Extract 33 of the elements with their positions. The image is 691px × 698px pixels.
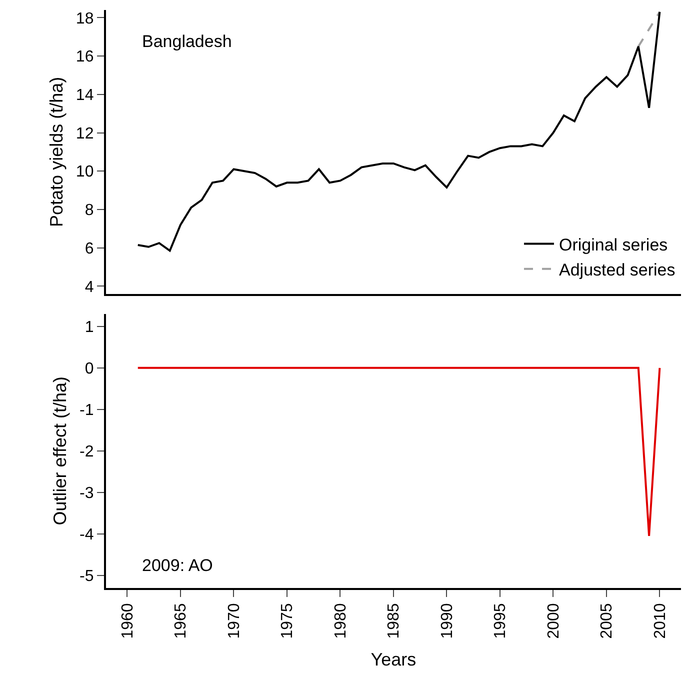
x-tick-label: 2010 xyxy=(652,603,669,639)
y-axis-title: Potato yields (t/ha) xyxy=(46,76,67,227)
y-tick-label: -3 xyxy=(79,484,94,502)
y-tick-label: -5 xyxy=(79,568,94,585)
y-tick-label: 1 xyxy=(84,318,94,336)
annotation: Bangladesh xyxy=(142,32,232,51)
y-tick-label: 10 xyxy=(76,164,94,181)
x-tick-label: 1960 xyxy=(119,603,136,639)
x-axis-title: Years xyxy=(370,649,416,670)
y-tick-label: 14 xyxy=(76,87,94,104)
y-tick-label: -2 xyxy=(79,443,94,460)
annotation: 2009: AO xyxy=(142,556,213,575)
y-tick-label: 4 xyxy=(84,278,94,296)
x-tick-label: 2000 xyxy=(545,603,562,639)
x-tick-label: 1970 xyxy=(226,603,243,639)
x-tick-label: 1980 xyxy=(332,603,350,639)
legend-label: Original series xyxy=(559,235,668,254)
x-tick-label: 1965 xyxy=(172,603,190,639)
x-tick-label: 1975 xyxy=(279,603,296,639)
y-axis-title: Outlier effect (t/ha) xyxy=(50,376,70,526)
y-tick-label: -1 xyxy=(79,402,94,419)
legend-label: Adjusted series xyxy=(559,260,676,280)
x-tick-label: 1995 xyxy=(492,603,510,639)
y-tick-label: 16 xyxy=(76,48,94,66)
x-tick-label: 1985 xyxy=(386,603,403,639)
x-tick-label: 1990 xyxy=(438,603,456,639)
y-tick-label: 6 xyxy=(84,240,94,258)
y-tick-label: 0 xyxy=(84,360,94,378)
x-tick-label: 2005 xyxy=(598,603,616,639)
y-tick-label: -4 xyxy=(79,526,94,544)
y-tick-label: 8 xyxy=(84,202,94,220)
y-tick-label: 12 xyxy=(76,125,94,142)
y-tick-label: 18 xyxy=(76,10,94,28)
